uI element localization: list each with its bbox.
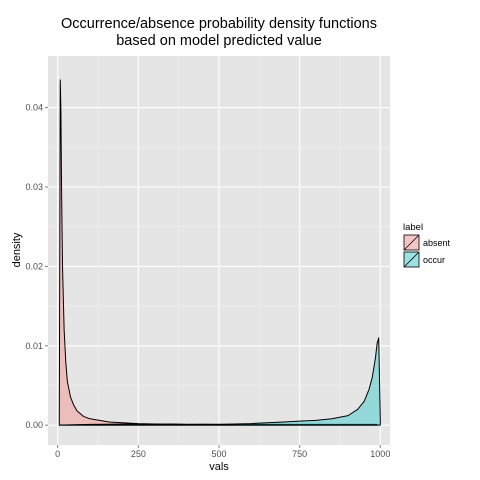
x-tick-label: 1000 [370,449,390,459]
density-areas [58,79,381,426]
y-tick-label: 0.02 [25,261,43,271]
y-axis-title: density [11,232,23,267]
x-tick-label: 0 [55,449,60,459]
y-tick-label: 0.03 [25,182,43,192]
y-tick-label: 0.04 [25,103,43,113]
chart-title-line-2: based on model predicted value [116,33,322,49]
legend-key-slash [403,251,420,268]
legend-title: label [403,222,423,233]
y-axis-ticks: 0.00 0.01 0.02 0.03 0.04 [25,103,48,430]
density-area-occur [58,337,381,426]
x-tick-label: 750 [292,449,307,459]
x-axis-title: vals [209,461,229,473]
legend-key-slash [403,234,420,251]
x-axis-ticks: 0 250 500 750 1000 [55,445,390,459]
legend-label-absent: absent [423,238,451,248]
y-tick-label: 0.01 [25,341,43,351]
density-area-absent [58,79,378,426]
x-tick-label: 500 [211,449,226,459]
chart-title-line-1: Occurrence/absence probability density f… [61,16,377,32]
y-tick-label: 0.00 [25,420,43,430]
legend-keys: absent occur [402,233,451,269]
legend: label absent occur [402,222,451,269]
x-tick-label: 250 [131,449,146,459]
legend-label-occur: occur [423,255,445,265]
